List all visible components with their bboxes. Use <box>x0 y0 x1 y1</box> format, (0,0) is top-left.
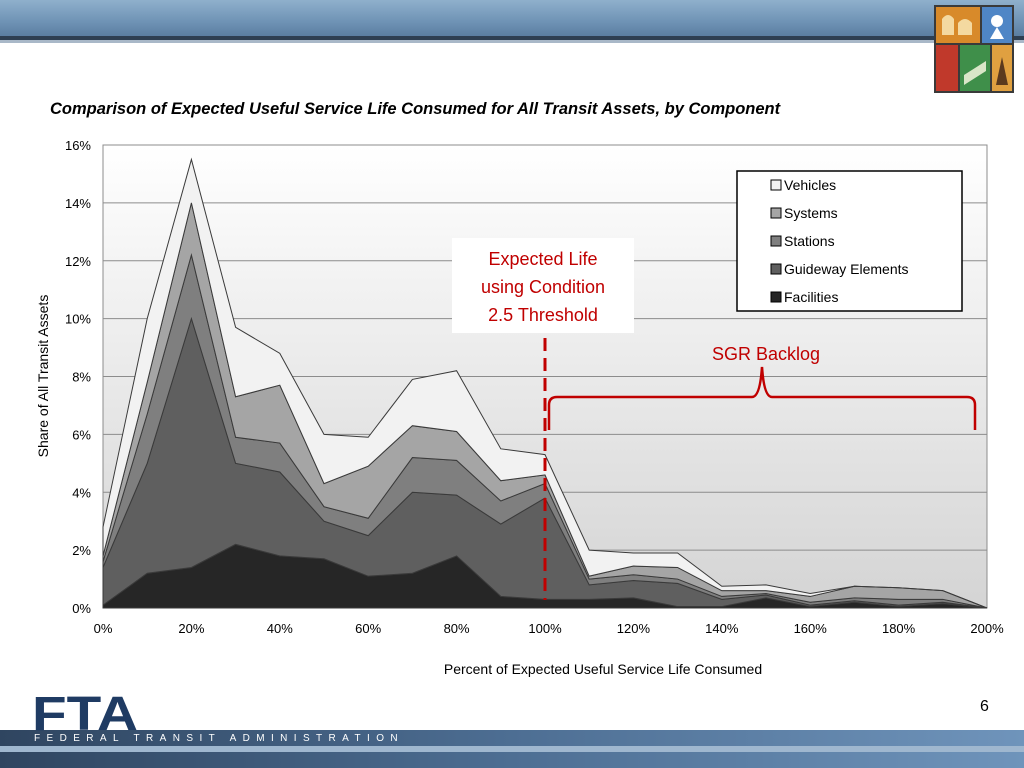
legend-item-systems: Systems <box>784 205 838 221</box>
header-divider-light <box>0 40 1024 43</box>
y-tick-label: 8% <box>72 370 91 385</box>
backlog-bracket <box>547 366 977 430</box>
legend-swatch <box>770 207 782 219</box>
x-tick-label: 180% <box>882 621 916 636</box>
x-tick-label: 120% <box>617 621 651 636</box>
legend-item-guideway-elements: Guideway Elements <box>784 261 909 277</box>
x-tick-label: 200% <box>970 621 1004 636</box>
threshold-label-line-2: using Condition <box>481 277 605 297</box>
legend-swatch <box>770 291 782 303</box>
legend-item-facilities: Facilities <box>784 289 838 305</box>
y-tick-label: 12% <box>65 254 91 269</box>
x-tick-label: 80% <box>444 621 470 636</box>
x-tick-label: 100% <box>528 621 562 636</box>
y-tick-label: 14% <box>65 196 91 211</box>
y-tick-label: 10% <box>65 312 91 327</box>
x-tick-label: 40% <box>267 621 293 636</box>
y-tick-label: 0% <box>72 601 91 616</box>
x-tick-label: 140% <box>705 621 739 636</box>
backlog-label: SGR Backlog <box>712 344 820 364</box>
fta-logo-text: FTA <box>32 690 138 732</box>
y-tick-label: 4% <box>72 485 91 500</box>
legend: Vehicles Systems Stations Guideway Elements… <box>736 170 963 312</box>
transit-mosaic-logo-icon <box>934 5 1014 93</box>
header-band <box>0 0 1024 36</box>
x-tick-label: 60% <box>355 621 381 636</box>
area-vehicles <box>102 157 988 609</box>
x-tick-label: 160% <box>794 621 828 636</box>
fta-logo-icon: FTA <box>32 690 138 732</box>
page-number: 6 <box>980 698 989 715</box>
threshold-label-line-3: 2.5 Threshold <box>488 305 598 325</box>
y-axis-label: Share of All Transit Assets <box>35 295 51 458</box>
legend-swatch <box>770 179 782 191</box>
y-axis-ticks: 0% 2% 4% 6% 8% 10% 12% 14% 16% <box>65 138 91 616</box>
x-axis-label: Percent of Expected Useful Service Life … <box>444 661 762 677</box>
legend-item-stations: Stations <box>784 233 835 249</box>
footer-stripe <box>0 746 1024 752</box>
agency-name: FEDERAL TRANSIT ADMINISTRATION <box>34 733 404 744</box>
y-tick-label: 16% <box>65 138 91 153</box>
y-tick-label: 6% <box>72 427 91 442</box>
threshold-label-box <box>452 238 634 333</box>
legend-item-vehicles: Vehicles <box>784 177 836 193</box>
header-divider <box>0 36 1024 40</box>
area-chart: 0% 2% 4% 6% 8% 10% 12% 14% 16% 0% 20% 40% 60% 80% 100… <box>35 138 1004 677</box>
chart-title: Comparison of Expected Useful Service Li… <box>50 100 781 118</box>
legend-swatch <box>770 263 782 275</box>
threshold-annotation: Expected Life using Condition 2.5 Thresh… <box>452 238 634 600</box>
x-tick-label: 0% <box>94 621 113 636</box>
backlog-annotation: SGR Backlog <box>547 344 977 430</box>
x-axis-ticks: 0% 20% 40% 60% 80% 100% 120% 140% 160% 180% 200% <box>94 621 1004 636</box>
y-tick-label: 2% <box>72 543 91 558</box>
legend-swatch <box>770 235 782 247</box>
threshold-label-line-1: Expected Life <box>488 249 597 269</box>
area-series <box>102 157 988 609</box>
x-tick-label: 20% <box>178 621 204 636</box>
